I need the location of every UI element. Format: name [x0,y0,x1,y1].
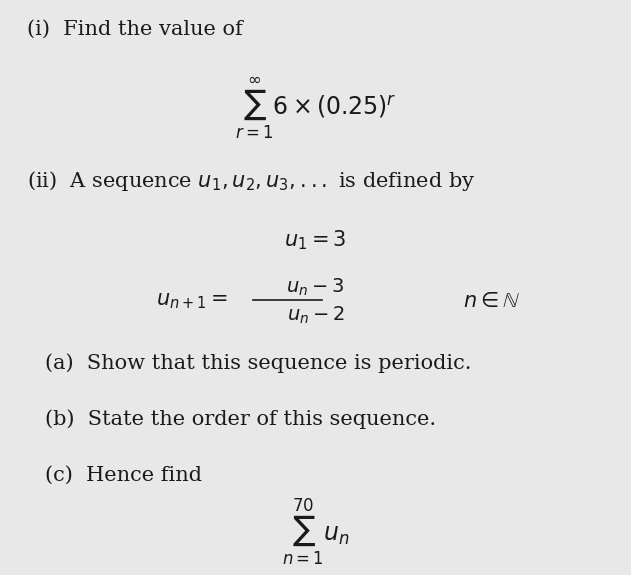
Text: $\sum_{r=1}^{\infty} 6 \times (0.25)^{r}$: $\sum_{r=1}^{\infty} 6 \times (0.25)^{r}… [235,75,396,141]
Text: $u_n - 2$: $u_n - 2$ [286,305,345,326]
Text: $u_1 = 3$: $u_1 = 3$ [285,228,346,252]
Text: $n \in \mathbb{N}$: $n \in \mathbb{N}$ [463,292,520,311]
Text: $\sum_{n=1}^{70} u_n$: $\sum_{n=1}^{70} u_n$ [281,496,350,567]
Text: (i)  Find the value of: (i) Find the value of [27,20,242,39]
Text: (b)  State the order of this sequence.: (b) State the order of this sequence. [45,409,437,430]
Text: (ii)  A sequence $u_1, u_2, u_3,...$ is defined by: (ii) A sequence $u_1, u_2, u_3,...$ is d… [27,169,475,193]
Text: (c)  Hence find: (c) Hence find [45,466,203,485]
Text: $u_{n+1} =$: $u_{n+1} =$ [156,292,228,312]
Text: (a)  Show that this sequence is periodic.: (a) Show that this sequence is periodic. [45,354,472,373]
Text: $u_n - 3$: $u_n - 3$ [286,277,345,298]
